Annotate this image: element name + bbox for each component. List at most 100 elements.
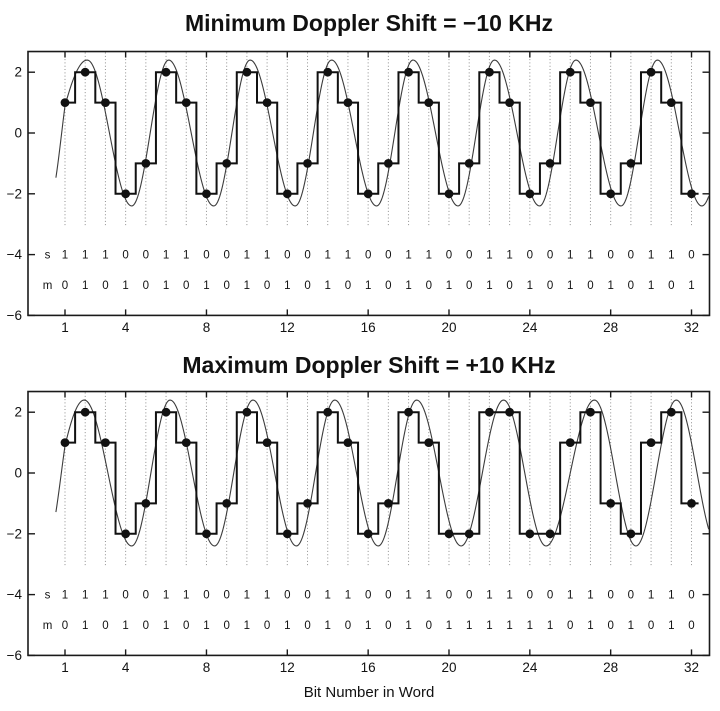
bit-value: 0 bbox=[607, 250, 613, 262]
sample-dot bbox=[323, 67, 333, 77]
bit-value: 0 bbox=[547, 590, 553, 602]
bit-value: 1 bbox=[163, 620, 169, 632]
sample-dot bbox=[323, 407, 333, 417]
bit-value: 1 bbox=[648, 280, 654, 292]
bit-value: 1 bbox=[648, 590, 654, 602]
bit-value: 1 bbox=[284, 620, 290, 632]
sine-curve bbox=[55, 59, 710, 207]
bit-value: 0 bbox=[143, 620, 149, 632]
x-tick-label: 4 bbox=[122, 320, 130, 335]
sample-dot bbox=[666, 98, 676, 107]
bit-value: 1 bbox=[668, 620, 674, 632]
bit-value: 1 bbox=[587, 590, 593, 602]
sample-dot bbox=[202, 529, 211, 539]
bit-value: 1 bbox=[244, 250, 250, 262]
bit-value: 1 bbox=[82, 620, 88, 632]
bit-value: 1 bbox=[446, 620, 452, 632]
bit-value: 0 bbox=[223, 250, 229, 262]
bit-value: 1 bbox=[486, 280, 492, 292]
bit-row-label: s bbox=[45, 250, 51, 262]
x-tick-label: 16 bbox=[361, 320, 376, 335]
sample-dot bbox=[646, 438, 656, 447]
x-axis-label: Bit Number in Word bbox=[303, 684, 435, 701]
sample-dot bbox=[606, 499, 616, 508]
bit-value: 0 bbox=[688, 590, 694, 602]
sample-dot bbox=[444, 189, 454, 199]
sample-dot bbox=[80, 407, 90, 417]
bit-value: 0 bbox=[304, 250, 310, 262]
sample-dot bbox=[626, 159, 636, 168]
bit-value: 0 bbox=[264, 280, 270, 292]
sample-dot bbox=[121, 189, 131, 199]
bit-value: 1 bbox=[325, 250, 331, 262]
bit-value: 1 bbox=[244, 590, 250, 602]
bit-value: 1 bbox=[203, 620, 209, 632]
x-tick-label: 20 bbox=[441, 320, 456, 335]
y-tick-label: 0 bbox=[14, 126, 22, 141]
x-tick-label: 4 bbox=[122, 660, 130, 675]
bit-value: 1 bbox=[264, 590, 270, 602]
bit-value: 0 bbox=[284, 250, 290, 262]
y-tick-label: −2 bbox=[7, 186, 22, 201]
bit-row-label: m bbox=[43, 620, 53, 632]
bit-value: 1 bbox=[506, 620, 512, 632]
bit-value: 0 bbox=[688, 250, 694, 262]
y-tick-label: −6 bbox=[7, 308, 22, 323]
bit-value: 1 bbox=[405, 280, 411, 292]
bit-value: 1 bbox=[567, 590, 573, 602]
sample-dot bbox=[444, 529, 454, 539]
bit-value: 1 bbox=[426, 250, 432, 262]
bit-value: 0 bbox=[102, 620, 108, 632]
sample-dot bbox=[565, 438, 575, 447]
bit-value: 0 bbox=[547, 280, 553, 292]
sample-dot bbox=[303, 159, 312, 168]
bit-value: 1 bbox=[527, 620, 533, 632]
x-tick-label: 24 bbox=[522, 320, 538, 335]
sample-dot bbox=[343, 98, 353, 107]
plot-top-title: Minimum Doppler Shift = −10 KHz bbox=[184, 10, 554, 36]
y-tick-label: 2 bbox=[14, 405, 22, 420]
bit-value: 0 bbox=[547, 250, 553, 262]
bit-value: 0 bbox=[527, 590, 533, 602]
bit-value: 1 bbox=[405, 620, 411, 632]
sample-dot bbox=[404, 67, 413, 77]
sample-dot bbox=[121, 529, 131, 539]
bit-value: 0 bbox=[264, 620, 270, 632]
bit-value: 0 bbox=[143, 250, 149, 262]
bit-value: 0 bbox=[62, 620, 68, 632]
sample-dot bbox=[222, 499, 232, 508]
bit-value: 1 bbox=[264, 250, 270, 262]
sine-curve bbox=[55, 399, 710, 547]
bit-value: 0 bbox=[223, 280, 229, 292]
sample-dot bbox=[141, 159, 151, 168]
bit-value: 1 bbox=[426, 590, 432, 602]
bit-value: 1 bbox=[365, 280, 371, 292]
bit-value: 1 bbox=[325, 620, 331, 632]
sample-dot bbox=[586, 98, 595, 107]
bit-value: 1 bbox=[62, 590, 68, 602]
bit-value: 1 bbox=[607, 280, 613, 292]
plot-bottom-title: Maximum Doppler Shift = +10 KHz bbox=[182, 352, 556, 378]
sample-dot bbox=[424, 98, 434, 107]
sample-dot bbox=[101, 438, 110, 447]
bit-value: 0 bbox=[62, 280, 68, 292]
bit-value: 0 bbox=[628, 590, 634, 602]
sample-dot bbox=[161, 67, 171, 77]
sample-dot bbox=[262, 438, 272, 447]
bit-value: 1 bbox=[446, 280, 452, 292]
sample-dot bbox=[60, 98, 70, 107]
sample-dot bbox=[363, 189, 373, 199]
bit-value: 0 bbox=[446, 590, 452, 602]
bit-value: 1 bbox=[466, 620, 472, 632]
sample-dot bbox=[424, 438, 434, 447]
sample-dot bbox=[545, 159, 555, 168]
staircase bbox=[65, 71, 699, 195]
sample-dot bbox=[282, 529, 292, 539]
sample-dot bbox=[383, 159, 393, 168]
sample-dot bbox=[485, 407, 494, 417]
y-tick-label: 0 bbox=[14, 466, 22, 481]
bit-value: 1 bbox=[62, 250, 68, 262]
sample-dot bbox=[666, 407, 676, 417]
bit-value: 1 bbox=[567, 280, 573, 292]
